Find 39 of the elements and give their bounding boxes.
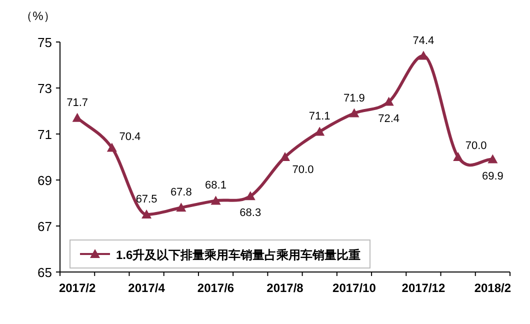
x-tick-label: 2017/2 [58,281,96,295]
y-tick-label: 67 [38,219,52,234]
point [210,196,221,205]
data-label: 74.4 [412,34,434,47]
x-tick-label: 2017/8 [266,281,304,295]
y-tick-label: 69 [38,173,52,188]
point [245,191,256,200]
x-tick-label: 2017/6 [197,281,234,295]
data-label: 68.3 [240,207,262,220]
x-tick-label: 2017/10 [332,281,376,295]
data-label: 72.4 [378,112,400,125]
x-tick-label: 2017/12 [402,281,446,295]
point [106,142,117,152]
data-label: 71.9 [344,92,365,104]
y-axis-title: （%） [20,9,56,23]
y-tick-label: 71 [38,127,52,142]
point [176,202,186,212]
point [453,152,464,161]
point [488,154,498,164]
point [349,108,360,118]
y-tick-label: 75 [38,35,52,50]
point [142,210,152,218]
data-label: 70.0 [465,140,487,152]
data-label: 67.8 [170,186,192,199]
data-label: 71.7 [66,96,88,109]
point [72,112,82,122]
y-tick-label: 65 [38,265,52,280]
data-label: 70.0 [292,164,314,176]
data-label: 70.4 [119,130,141,143]
y-tick-label: 73 [38,81,52,96]
data-label: 67.5 [136,194,158,206]
data-label: 71.1 [308,110,330,123]
x-tick-label: 2017/4 [128,281,166,295]
legend-label: 1.6升及以下排量乘用车销量占乘用车销量比重 [116,248,361,262]
point [280,152,290,161]
x-tick-label: 2018/2 [474,281,512,295]
point [314,126,325,136]
data-label: 69.9 [482,170,504,182]
data-label: 68.1 [205,180,226,192]
